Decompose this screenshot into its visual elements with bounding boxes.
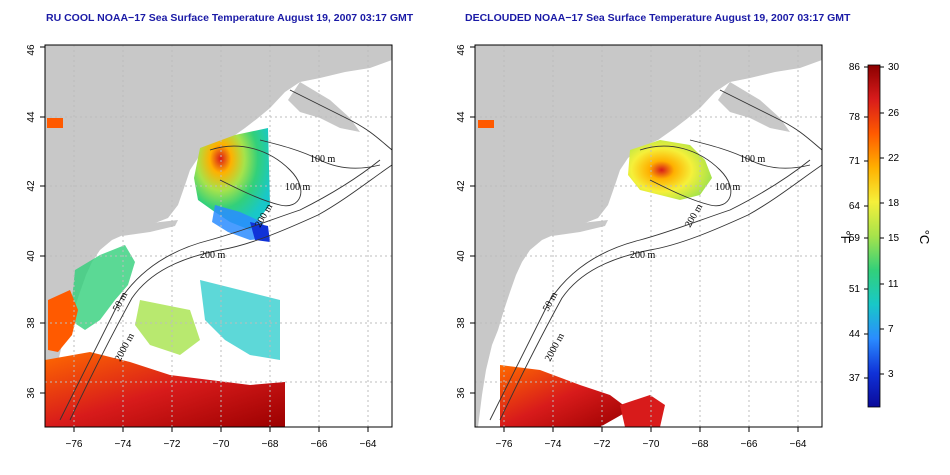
right-grid [475, 45, 822, 427]
left-sst-slope [200, 280, 280, 360]
right-panel-title: DECLOUDED NOAA−17 Sea Surface Temperatur… [465, 12, 851, 24]
left-contour-label: 200 m [200, 250, 226, 261]
left-lon-tick: −64 [360, 439, 377, 450]
right-lat-tick: 46 [456, 44, 467, 56]
left-sst-gulf-of-maine [194, 128, 270, 230]
left-lon-tick: −74 [115, 439, 132, 450]
colorbar-c-tick: 15 [888, 233, 900, 244]
left-bathymetry [59, 89, 392, 421]
colorbar-c-tick: 18 [888, 198, 900, 209]
colorbar-f-tick: 86 [849, 62, 861, 73]
right-land [475, 45, 822, 427]
left-lon-tick: −68 [262, 439, 279, 450]
right-land-long-island [550, 220, 608, 236]
left-sst-small-patch [47, 118, 63, 128]
left-land-long-island [120, 220, 178, 236]
colorbar-c-tick: 22 [888, 153, 900, 164]
right-contour-label: 100 m [740, 154, 766, 165]
colorbar-ticks [864, 66, 884, 379]
left-lat-tick: 38 [26, 317, 37, 329]
left-sst-mid [135, 300, 200, 355]
colorbar-c-tick: 3 [888, 369, 894, 380]
right-sst-gulf-of-maine [628, 140, 712, 200]
colorbar-fahrenheit-unit: °F [838, 230, 853, 243]
right-contour-label: 200 m [630, 250, 656, 261]
left-frame [44, 44, 393, 428]
left-land [45, 45, 392, 427]
colorbar: 86 78 71 64 59 51 44 37 30 26 22 18 15 1… [838, 62, 932, 408]
right-ticks [470, 46, 799, 432]
colorbar-f-tick: 44 [849, 329, 861, 340]
left-lat-tick: 44 [26, 111, 37, 123]
right-lat-tick: 44 [456, 111, 467, 123]
left-contour-label: 100 m [285, 182, 311, 193]
left-lat-tick: 42 [26, 180, 37, 192]
right-map: 100 m 100 m 200 m 200 m 50 m 2000 m −76 … [456, 44, 823, 450]
right-lon-tick: −64 [790, 439, 807, 450]
right-lon-tick: −70 [643, 439, 660, 450]
colorbar-c-tick: 7 [888, 324, 894, 335]
left-lon-tick: −66 [311, 439, 328, 450]
right-frame [474, 44, 823, 428]
left-grid [45, 45, 392, 427]
colorbar-f-tick: 71 [849, 156, 861, 167]
left-lat-tick: 36 [26, 387, 37, 399]
colorbar-f-tick: 78 [849, 112, 861, 123]
right-lat-tick: 38 [456, 317, 467, 329]
colorbar-c-tick: 30 [888, 62, 900, 73]
right-sst-small-patch [478, 120, 494, 128]
left-lon-tick: −72 [164, 439, 181, 450]
left-sst-shelf [70, 245, 135, 330]
colorbar-c-tick: 26 [888, 108, 900, 119]
left-sst-coastal-warm [48, 290, 78, 352]
colorbar-c-tick: 11 [888, 279, 899, 290]
right-bathymetry [489, 89, 822, 421]
left-sst-gulf-stream [45, 352, 285, 427]
right-lon-tick: −74 [545, 439, 562, 450]
left-map: 100 m 100 m 200 m 200 m 50 m 2000 m −76 … [26, 44, 393, 450]
left-lat-tick: 46 [26, 44, 37, 56]
colorbar-celsius-unit: °C [917, 230, 932, 245]
left-lon-tick: −70 [213, 439, 230, 450]
left-ticks [40, 46, 369, 432]
colorbar-f-tick: 59 [849, 233, 861, 244]
colorbar-f-tick: 64 [849, 201, 861, 212]
right-lon-tick: −72 [594, 439, 611, 450]
right-sst-offshore-warm [620, 395, 665, 427]
right-lon-tick: −66 [741, 439, 758, 450]
left-lat-tick: 40 [26, 250, 37, 262]
colorbar-f-tick: 37 [849, 373, 861, 384]
right-sst-gulf-stream [500, 365, 630, 427]
right-lat-tick: 42 [456, 180, 467, 192]
left-contour-label: 100 m [310, 154, 336, 165]
right-lat-tick: 36 [456, 387, 467, 399]
right-lon-tick: −68 [692, 439, 709, 450]
colorbar-f-tick: 51 [849, 284, 861, 295]
right-lat-tick: 40 [456, 250, 467, 262]
right-lon-tick: −76 [496, 439, 513, 450]
left-lon-tick: −76 [66, 439, 83, 450]
left-panel-title: RU COOL NOAA−17 Sea Surface Temperature … [46, 12, 414, 24]
colorbar-gradient [867, 64, 881, 408]
right-contour-label: 100 m [715, 182, 741, 193]
